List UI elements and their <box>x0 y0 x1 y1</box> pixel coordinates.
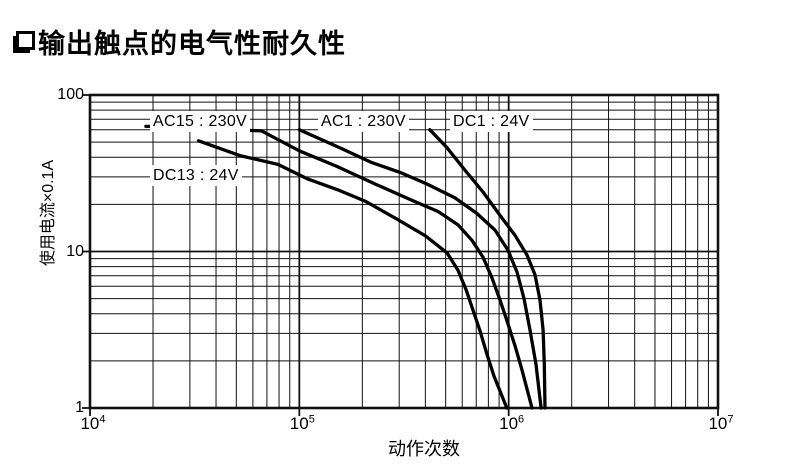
x-tick-label-1e4: 104 <box>80 413 106 433</box>
y-tick-label-10: 10 <box>66 242 84 260</box>
curve-label-ac1: AC1 : 230V <box>318 111 409 132</box>
page-title: 输出触点的电气性耐久性 <box>38 29 346 59</box>
curve-label-dc1: DC1 : 24V <box>450 111 533 132</box>
x-tick-label-1e7: 107 <box>708 413 734 433</box>
curve-label-dc13: DC13 : 24V <box>150 165 242 186</box>
y-tick-label-100: 100 <box>57 86 84 103</box>
y-tick-label-1: 1 <box>75 399 84 416</box>
x-axis-title: 动作次数 <box>388 439 460 459</box>
x-tick-label-1e5: 105 <box>289 413 315 433</box>
curve-label-ac15: AC15 : 230V <box>150 111 251 132</box>
x-tick-label-1e6: 106 <box>499 413 525 433</box>
square-bullet-icon <box>16 31 35 50</box>
y-axis-title: 使用电流×0.1A <box>40 159 57 267</box>
